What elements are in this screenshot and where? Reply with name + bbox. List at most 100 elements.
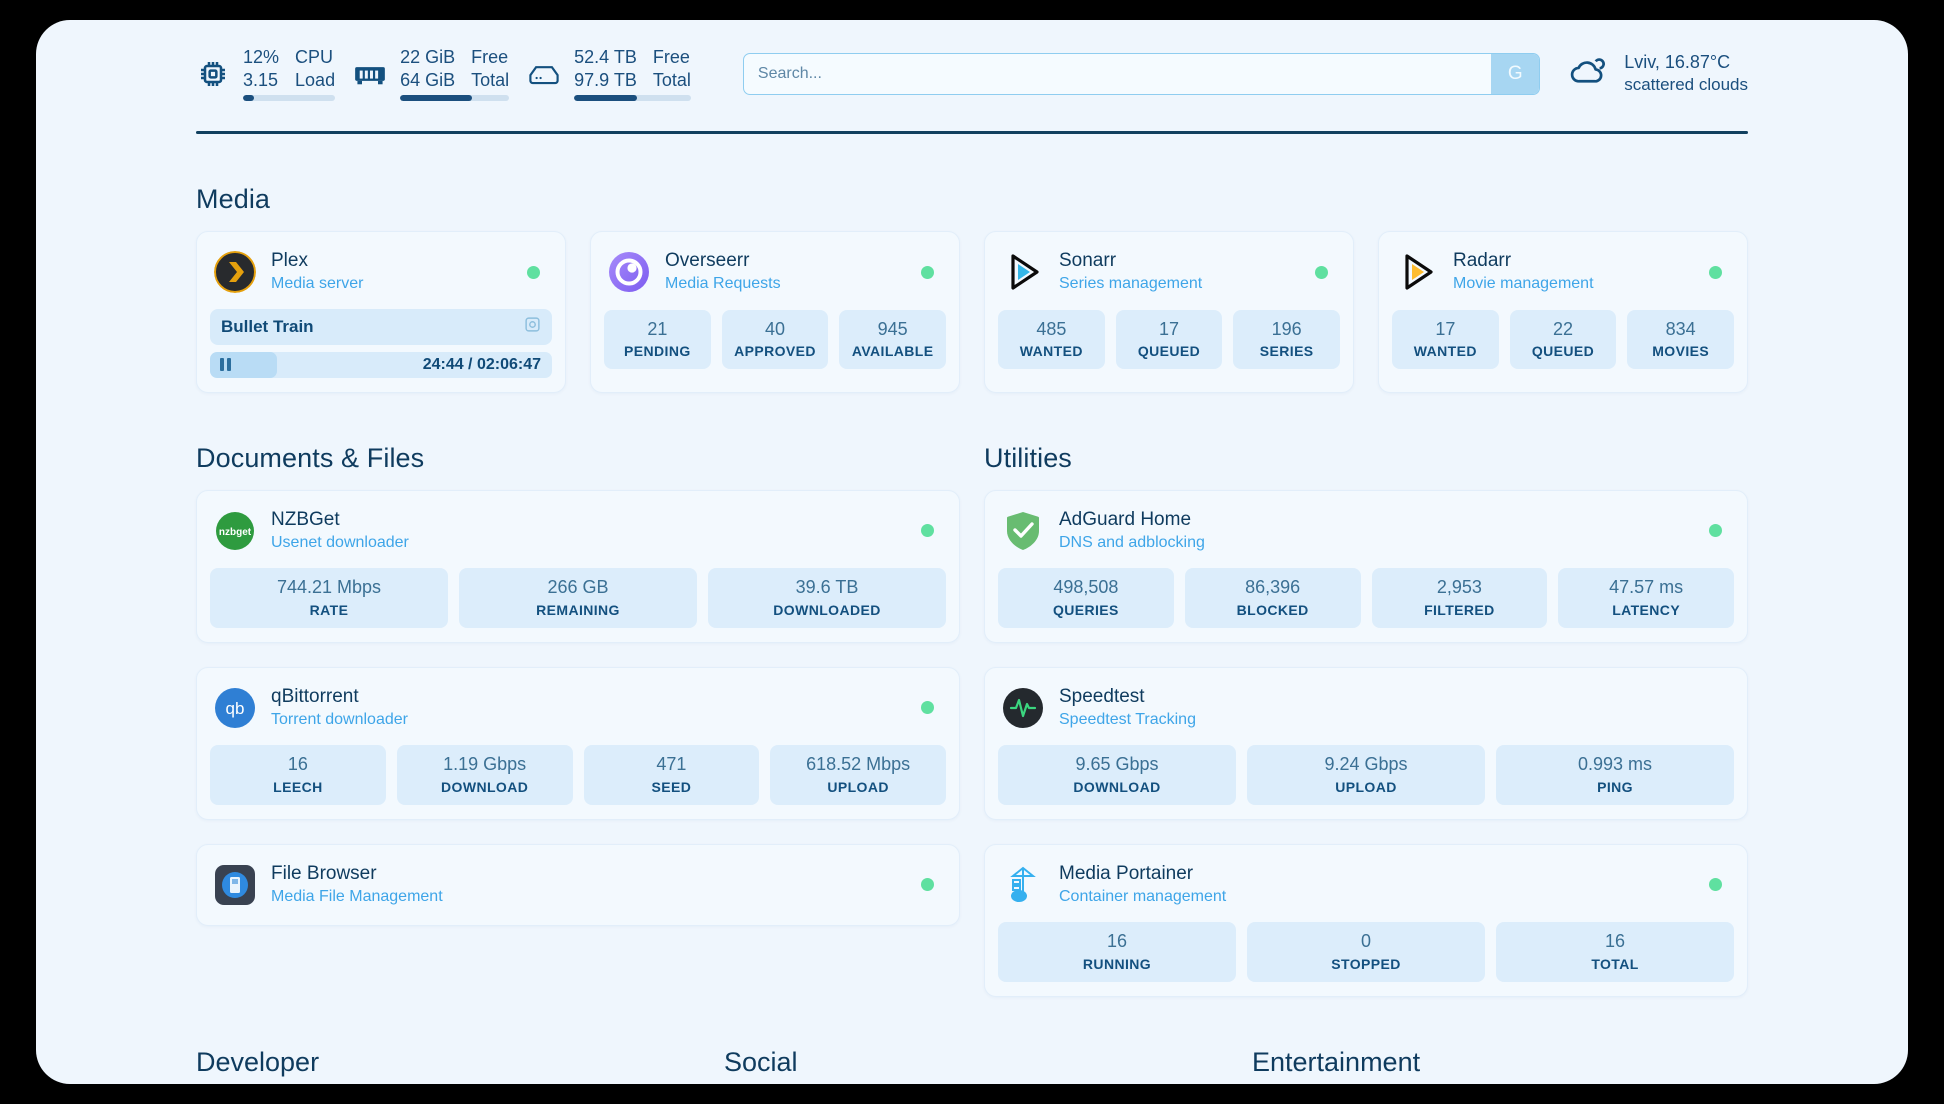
service-subtitle: Torrent downloader [271,710,408,728]
service-card-overseerr[interactable]: Overseerr Media Requests 21 PENDING 40 A… [590,231,960,393]
service-card-nzbget[interactable]: nzbget NZBGet Usenet downloader 744.21 M… [196,489,960,643]
stat-value: 16 [1106,931,1128,952]
stat-row: 17 WANTED 22 QUEUED 834 MOVIES [1392,309,1735,370]
bookmark-group-developer: Developer GH Github github.com SO StackO… [196,1003,692,1084]
stat-tile: 196 SERIES [1233,309,1341,370]
weather-location-temp: Lviv, 16.87°C [1624,52,1731,73]
stat-label: LATENCY [1612,601,1681,618]
stat-value: 22 [1552,318,1574,339]
disk-free: 52.4 TB [574,47,637,67]
stat-label: TOTAL [1591,956,1639,973]
stat-value: 86,396 [1245,577,1301,598]
stat-value: 834 [1665,318,1696,339]
stat-tile: 0.993 ms PING [1496,745,1734,805]
radarr-icon [1396,251,1438,293]
status-indicator-online [1709,265,1722,279]
service-card-speedtest[interactable]: Speedtest Speedtest Tracking 9.65 Gbps D… [984,666,1748,820]
stat-value: 17 [1435,318,1456,339]
card-header: Plex Media server [210,245,552,298]
bookmark-group-entertainment: Entertainment YT YouTube youtube.com NF … [1252,1003,1748,1084]
memory-free: 22 GiB [400,47,456,67]
stat-value: 16 [287,754,308,775]
status-indicator-online [921,524,934,538]
stat-tile: 834 MOVIES [1627,309,1735,370]
stat-row: 16 LEECH 1.19 Gbps DOWNLOAD 471 SEED 6 [210,745,946,805]
service-name: Media Portainer [1059,862,1194,884]
stat-value: 9.24 Gbps [1324,754,1408,775]
card-header: Media Portainer Container management [998,858,1734,911]
qbittorrent-icon: qb [214,687,256,729]
card-header: Overseerr Media Requests [604,245,946,298]
service-name: Sonarr [1059,250,1117,272]
service-name: qBittorrent [271,685,359,707]
stat-label: DOWNLOADED [773,601,881,618]
stat-value: 2,953 [1436,577,1482,598]
section-title-utilities: Utilities [984,442,1072,473]
stat-label: UPLOAD [1335,778,1397,795]
service-card-file-browser[interactable]: File Browser Media File Management [196,843,960,927]
filebrowser-icon [214,864,256,906]
stat-tile: 17 WANTED [1392,309,1499,370]
overseerr-icon [608,251,650,293]
scattered-clouds-icon [1566,53,1610,94]
stat-tile: 266 GB REMAINING [459,568,697,628]
service-subtitle: Series management [1059,275,1203,293]
stat-value: 9.65 Gbps [1075,754,1159,775]
memory-usage-bar [400,95,510,102]
nzbget-icon: nzbget [214,510,256,552]
search-submit-button[interactable]: G [1491,53,1540,94]
stat-tile: 86,396 BLOCKED [1184,568,1361,628]
disk-label-2: Total [652,69,691,90]
stat-value: 39.6 TB [795,577,859,598]
service-name: NZBGet [271,508,340,530]
resource-memory: 22 GiB 64 GiB Free Total [353,46,527,102]
cast-icon[interactable] [524,316,541,338]
stat-tile: 9.65 Gbps DOWNLOAD [998,745,1236,805]
stat-label: QUEUED [1531,343,1595,360]
service-name: Speedtest [1059,685,1145,707]
stat-tile: 17 QUEUED [1115,309,1223,370]
bookmarks-section: Developer GH Github github.com SO StackO… [196,1003,1748,1084]
stat-value: 21 [647,318,668,339]
search-box[interactable]: G [742,52,1541,95]
now-playing-bar[interactable]: Bullet Train [210,308,552,345]
stat-label: RATE [309,601,349,618]
disk-label-1: Free [652,47,690,67]
stat-tile: 471 SEED [583,745,760,805]
weather-condition: scattered clouds [1624,75,1748,95]
cpu-icon [196,57,230,91]
service-card-qbittorrent[interactable]: qb qBittorrent Torrent downloader 16 LEE… [196,666,960,820]
stat-tile: 498,508 QUERIES [998,568,1174,628]
portainer-icon [1002,864,1044,906]
disk-icon [527,57,561,91]
adguard-icon [1002,510,1044,552]
memory-label-1: Free [471,47,509,67]
service-name: Radarr [1453,250,1512,272]
stat-tile: 945 AVAILABLE [839,309,947,370]
utilities-column: Utilities AdGuard Home DNS and adblocki [984,393,1748,998]
stat-label: RUNNING [1082,956,1152,973]
service-card-adguard[interactable]: AdGuard Home DNS and adblocking 498,508 … [984,489,1748,643]
bookmark-group-title: Developer [196,1047,320,1078]
search-input[interactable] [743,53,1492,94]
service-subtitle: Movie management [1453,275,1594,293]
plex-icon [214,251,256,294]
service-subtitle: DNS and adblocking [1059,533,1205,551]
card-header: qb qBittorrent Torrent downloader [210,681,946,734]
stat-tile: 2,953 FILTERED [1371,568,1548,628]
service-card-plex[interactable]: Plex Media server Bullet Train [196,231,566,393]
playback-progress-bar[interactable]: 24:44 / 02:06:47 [210,351,552,378]
service-subtitle: Media server [271,275,364,293]
service-card-sonarr[interactable]: Sonarr Series management 485 WANTED 17 Q… [984,231,1354,393]
stat-row: 498,508 QUERIES 86,396 BLOCKED 2,953 FIL… [998,568,1734,628]
card-header: Sonarr Series management [998,245,1340,298]
pause-icon[interactable] [220,358,231,372]
service-card-media-portainer[interactable]: Media Portainer Container management 16 … [984,843,1748,998]
cpu-label-2: Load [295,69,336,90]
cpu-usage-bar [243,95,336,102]
card-header: File Browser Media File Management [210,858,946,911]
service-name: File Browser [271,862,377,884]
stat-label: AVAILABLE [851,343,934,360]
service-card-radarr[interactable]: Radarr Movie management 17 WANTED 22 QUE… [1378,231,1748,393]
cpu-percent: 12% [243,47,280,67]
